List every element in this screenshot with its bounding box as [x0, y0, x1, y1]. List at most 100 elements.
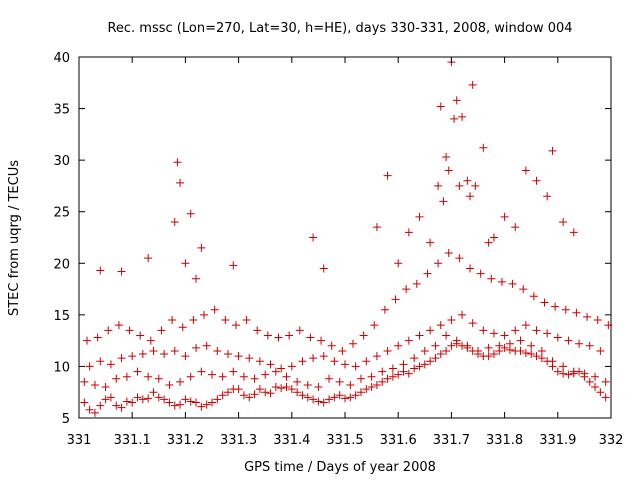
data-point-marker: [378, 377, 387, 386]
data-point-marker: [101, 395, 110, 404]
x-tick-label: 331.2: [167, 433, 204, 448]
data-point-marker: [521, 349, 530, 358]
data-point-marker: [426, 357, 435, 366]
data-point-marker: [548, 146, 557, 155]
data-point-marker: [444, 248, 453, 257]
data-point-marker: [200, 310, 209, 319]
data-point-marker: [261, 388, 270, 397]
data-point-marker: [106, 360, 115, 369]
data-point-marker: [266, 360, 275, 369]
data-point-marker: [537, 354, 546, 363]
data-point-marker: [101, 383, 110, 392]
data-point-marker: [293, 377, 302, 386]
data-point-marker: [138, 350, 147, 359]
data-point-marker: [319, 264, 328, 273]
data-point-marker: [431, 341, 440, 350]
data-point-marker: [197, 402, 206, 411]
data-point-marker: [346, 380, 355, 389]
x-tick-label: 331.9: [539, 433, 576, 448]
data-point-marker: [245, 393, 254, 402]
data-point-marker: [564, 370, 573, 379]
data-point-marker: [223, 350, 232, 359]
data-point-marker: [335, 391, 344, 400]
data-point-marker: [468, 80, 477, 89]
data-point-marker: [367, 383, 376, 392]
data-point-marker: [348, 339, 357, 348]
data-point-marker: [319, 352, 328, 361]
x-tick-label: 331: [67, 433, 92, 448]
data-point-marker: [176, 400, 185, 409]
data-point-marker: [93, 333, 102, 342]
data-point-marker: [178, 323, 187, 332]
data-point-marker: [585, 377, 594, 386]
data-point-marker: [330, 357, 339, 366]
data-point-marker: [202, 341, 211, 350]
data-point-marker: [537, 346, 546, 355]
data-point-marker: [263, 331, 272, 340]
data-point-marker: [239, 372, 248, 381]
data-point-marker: [426, 326, 435, 335]
data-point-marker: [532, 352, 541, 361]
data-point-marker: [489, 350, 498, 359]
data-point-marker: [85, 405, 94, 414]
x-tick-label: 331.1: [114, 433, 151, 448]
data-point-marker: [229, 261, 238, 270]
data-point-marker: [133, 393, 142, 402]
data-point-marker: [532, 326, 541, 335]
y-tick-label: 15: [53, 309, 70, 324]
data-point-marker: [80, 377, 89, 386]
plot-markers: [80, 58, 613, 417]
data-point-marker: [170, 346, 179, 355]
data-point-marker: [351, 391, 360, 400]
y-tick-label: 40: [53, 51, 70, 66]
x-tick-label: 331.7: [433, 433, 470, 448]
data-point-marker: [138, 395, 147, 404]
data-point-marker: [420, 360, 429, 369]
data-point-marker: [516, 346, 525, 355]
data-point-marker: [346, 393, 355, 402]
data-point-marker: [455, 181, 464, 190]
y-axis-label: STEC from uqrg / TECUs: [7, 160, 22, 316]
data-point-marker: [444, 166, 453, 175]
data-point-marker: [521, 166, 530, 175]
data-point-marker: [532, 176, 541, 185]
data-point-marker: [521, 321, 530, 330]
data-point-marker: [250, 374, 259, 383]
data-point-marker: [415, 212, 424, 221]
data-point-marker: [553, 333, 562, 342]
data-point-marker: [484, 352, 493, 361]
data-point-marker: [96, 401, 105, 410]
data-point-marker: [548, 357, 557, 366]
y-axis-ticks: 5 10 15 20 25 30 35 40: [53, 51, 611, 427]
data-point-marker: [325, 374, 334, 383]
data-point-marker: [242, 316, 251, 325]
data-point-marker: [325, 395, 334, 404]
data-point-marker: [128, 352, 137, 361]
data-point-marker: [359, 331, 368, 340]
data-point-marker: [271, 383, 280, 392]
data-point-marker: [128, 398, 137, 407]
data-point-marker: [388, 372, 397, 381]
data-point-marker: [213, 346, 222, 355]
data-point-marker: [309, 354, 318, 363]
data-point-marker: [593, 316, 602, 325]
data-point-marker: [181, 259, 190, 268]
data-point-marker: [122, 372, 131, 381]
data-point-marker: [471, 181, 480, 190]
data-point-marker: [285, 331, 294, 340]
data-point-marker: [362, 357, 371, 366]
data-point-marker: [540, 298, 549, 307]
data-point-marker: [186, 372, 195, 381]
data-point-marker: [117, 354, 126, 363]
data-point-marker: [218, 391, 227, 400]
data-point-marker: [90, 380, 99, 389]
data-point-marker: [114, 321, 123, 330]
data-point-marker: [136, 331, 145, 340]
data-point-marker: [591, 372, 600, 381]
data-point-marker: [303, 380, 312, 389]
data-point-marker: [186, 397, 195, 406]
data-point-marker: [362, 385, 371, 394]
data-point-marker: [466, 264, 475, 273]
y-tick-label: 10: [53, 360, 70, 375]
data-point-marker: [327, 341, 336, 350]
